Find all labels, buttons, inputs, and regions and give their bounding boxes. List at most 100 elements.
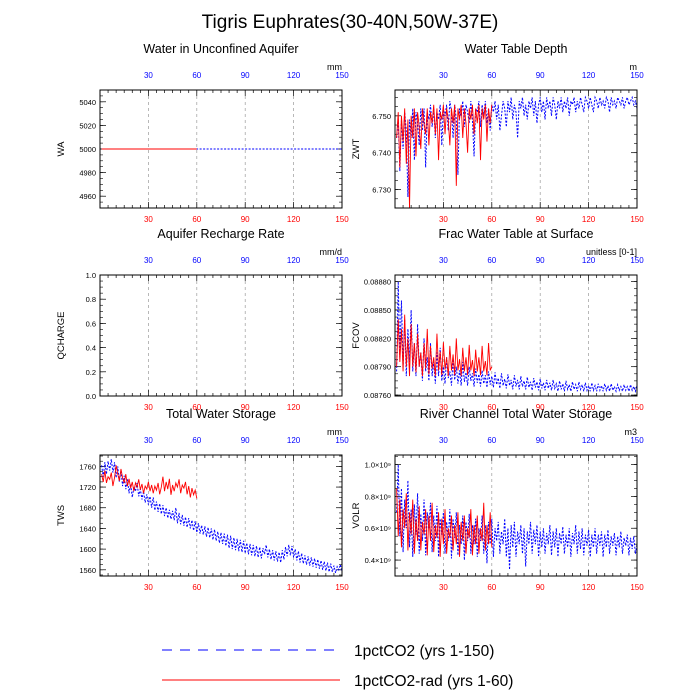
top-tick-label: 150 [335,436,349,445]
top-tick-label: 30 [439,256,448,265]
panel-units: mm [327,62,342,72]
y-tick-label: 0.0 [86,392,96,401]
top-tick-label: 120 [287,71,301,80]
plot-frame [394,274,638,397]
panel-title: Frac Water Table at Surface [439,227,594,241]
panel-units: unitless [0-1] [586,247,637,257]
x-tick-label: 30 [439,403,448,412]
plot-frame [99,89,343,209]
series-line-1pctco2 [101,459,342,574]
plot-frame [99,454,343,577]
x-tick-label: 30 [144,583,153,592]
y-tick-label: 0.08760 [364,391,391,400]
y-tick-label: 6.730 [372,186,391,195]
top-tick-label: 150 [335,71,349,80]
plot-frame [394,454,638,577]
x-tick-label: 60 [487,403,496,412]
x-tick-label: 30 [144,403,153,412]
x-tick-label: 90 [536,403,545,412]
top-tick-label: 30 [439,436,448,445]
y-tick-label: 1760 [79,462,96,471]
x-tick-label: 150 [335,583,349,592]
x-tick-label: 150 [335,215,349,224]
panel-units: mm/d [320,247,343,257]
top-tick-label: 60 [192,71,201,80]
top-tick-label: 60 [192,256,201,265]
series-line-1pctco2-rad [396,488,493,557]
top-tick-label: 90 [241,436,250,445]
y-axis-label: TWS [56,505,67,526]
x-tick-label: 90 [241,583,250,592]
legend-label: 1pctCO2-rad (yrs 1-60) [354,673,513,690]
panel-0: Water in Unconfined Aquifer mm WA 30 60 90 120… [56,42,349,224]
x-tick-label: 120 [287,583,301,592]
top-tick-label: 60 [487,71,496,80]
panel-4: Total Water Storage mm TWS 30 60 90 120 150 30 60… [56,407,349,592]
y-tick-label: 1720 [79,483,96,492]
plot-frame [394,89,638,209]
y-tick-label: 1680 [79,504,96,513]
y-tick-label: 4980 [79,169,96,178]
y-tick-label: 0.08880 [364,278,391,287]
top-tick-label: 90 [536,71,545,80]
top-tick-label: 90 [241,71,250,80]
panel-title: Total Water Storage [166,407,276,421]
x-tick-label: 60 [192,403,201,412]
x-tick-label: 60 [192,583,201,592]
top-tick-label: 90 [536,436,545,445]
legend: 1pctCO2 (yrs 1-150) 1pctCO2-rad (yrs 1-60… [162,643,513,690]
y-tick-label: 1600 [79,545,96,554]
legend-label: 1pctCO2 (yrs 1-150) [354,643,494,660]
top-tick-label: 120 [582,71,596,80]
chart-panels: Water in Unconfined Aquifer mm WA 30 60 90 120… [56,42,644,592]
panel-units: mm [327,427,342,437]
y-tick-label: 0.6×10⁹ [365,524,391,533]
top-tick-label: 30 [144,71,153,80]
y-tick-label: 1560 [79,566,96,575]
y-axis-label: QCHARGE [56,311,67,359]
top-tick-label: 30 [144,256,153,265]
x-tick-label: 120 [582,215,596,224]
y-tick-label: 0.2 [86,368,96,377]
y-tick-label: 6.750 [372,112,391,121]
x-tick-label: 60 [487,583,496,592]
x-tick-label: 120 [582,583,596,592]
x-tick-label: 120 [582,403,596,412]
y-tick-label: 5040 [79,98,96,107]
panel-3: Frac Water Table at Surface unitless [0-1… [351,227,644,412]
x-tick-label: 60 [487,215,496,224]
series-line-1pctco2-rad [396,314,493,377]
series-line-1pctco2-rad [396,104,493,208]
top-tick-label: 60 [487,256,496,265]
x-tick-label: 60 [192,215,201,224]
top-tick-label: 120 [582,436,596,445]
panel-5: River Channel Total Water Storage m3 VOLR 3… [351,407,644,592]
y-axis-label: FCOV [351,322,362,349]
top-tick-label: 30 [144,436,153,445]
panel-units: m [630,62,638,72]
x-tick-label: 30 [439,583,448,592]
y-tick-label: 0.4×10⁹ [365,556,391,565]
x-tick-label: 120 [287,403,301,412]
top-tick-label: 60 [192,436,201,445]
x-tick-label: 30 [144,215,153,224]
top-tick-label: 150 [630,436,644,445]
y-tick-label: 1640 [79,524,96,533]
x-tick-label: 150 [630,403,644,412]
panel-title: Aquifer Recharge Rate [157,227,284,241]
panel-units: m3 [624,427,637,437]
y-axis-label: VOLR [351,502,362,528]
top-tick-label: 120 [287,436,301,445]
x-tick-label: 150 [630,583,644,592]
top-tick-label: 90 [241,256,250,265]
x-tick-label: 120 [287,215,301,224]
panel-title: River Channel Total Water Storage [420,407,613,421]
panel-title: Water in Unconfined Aquifer [143,42,298,56]
top-tick-label: 120 [287,256,301,265]
panel-2: Aquifer Recharge Rate mm/d QCHARGE 30 60 90 12… [56,227,349,412]
x-tick-label: 90 [241,403,250,412]
top-tick-label: 150 [335,256,349,265]
y-tick-label: 6.740 [372,149,391,158]
y-tick-label: 0.08820 [364,334,391,343]
